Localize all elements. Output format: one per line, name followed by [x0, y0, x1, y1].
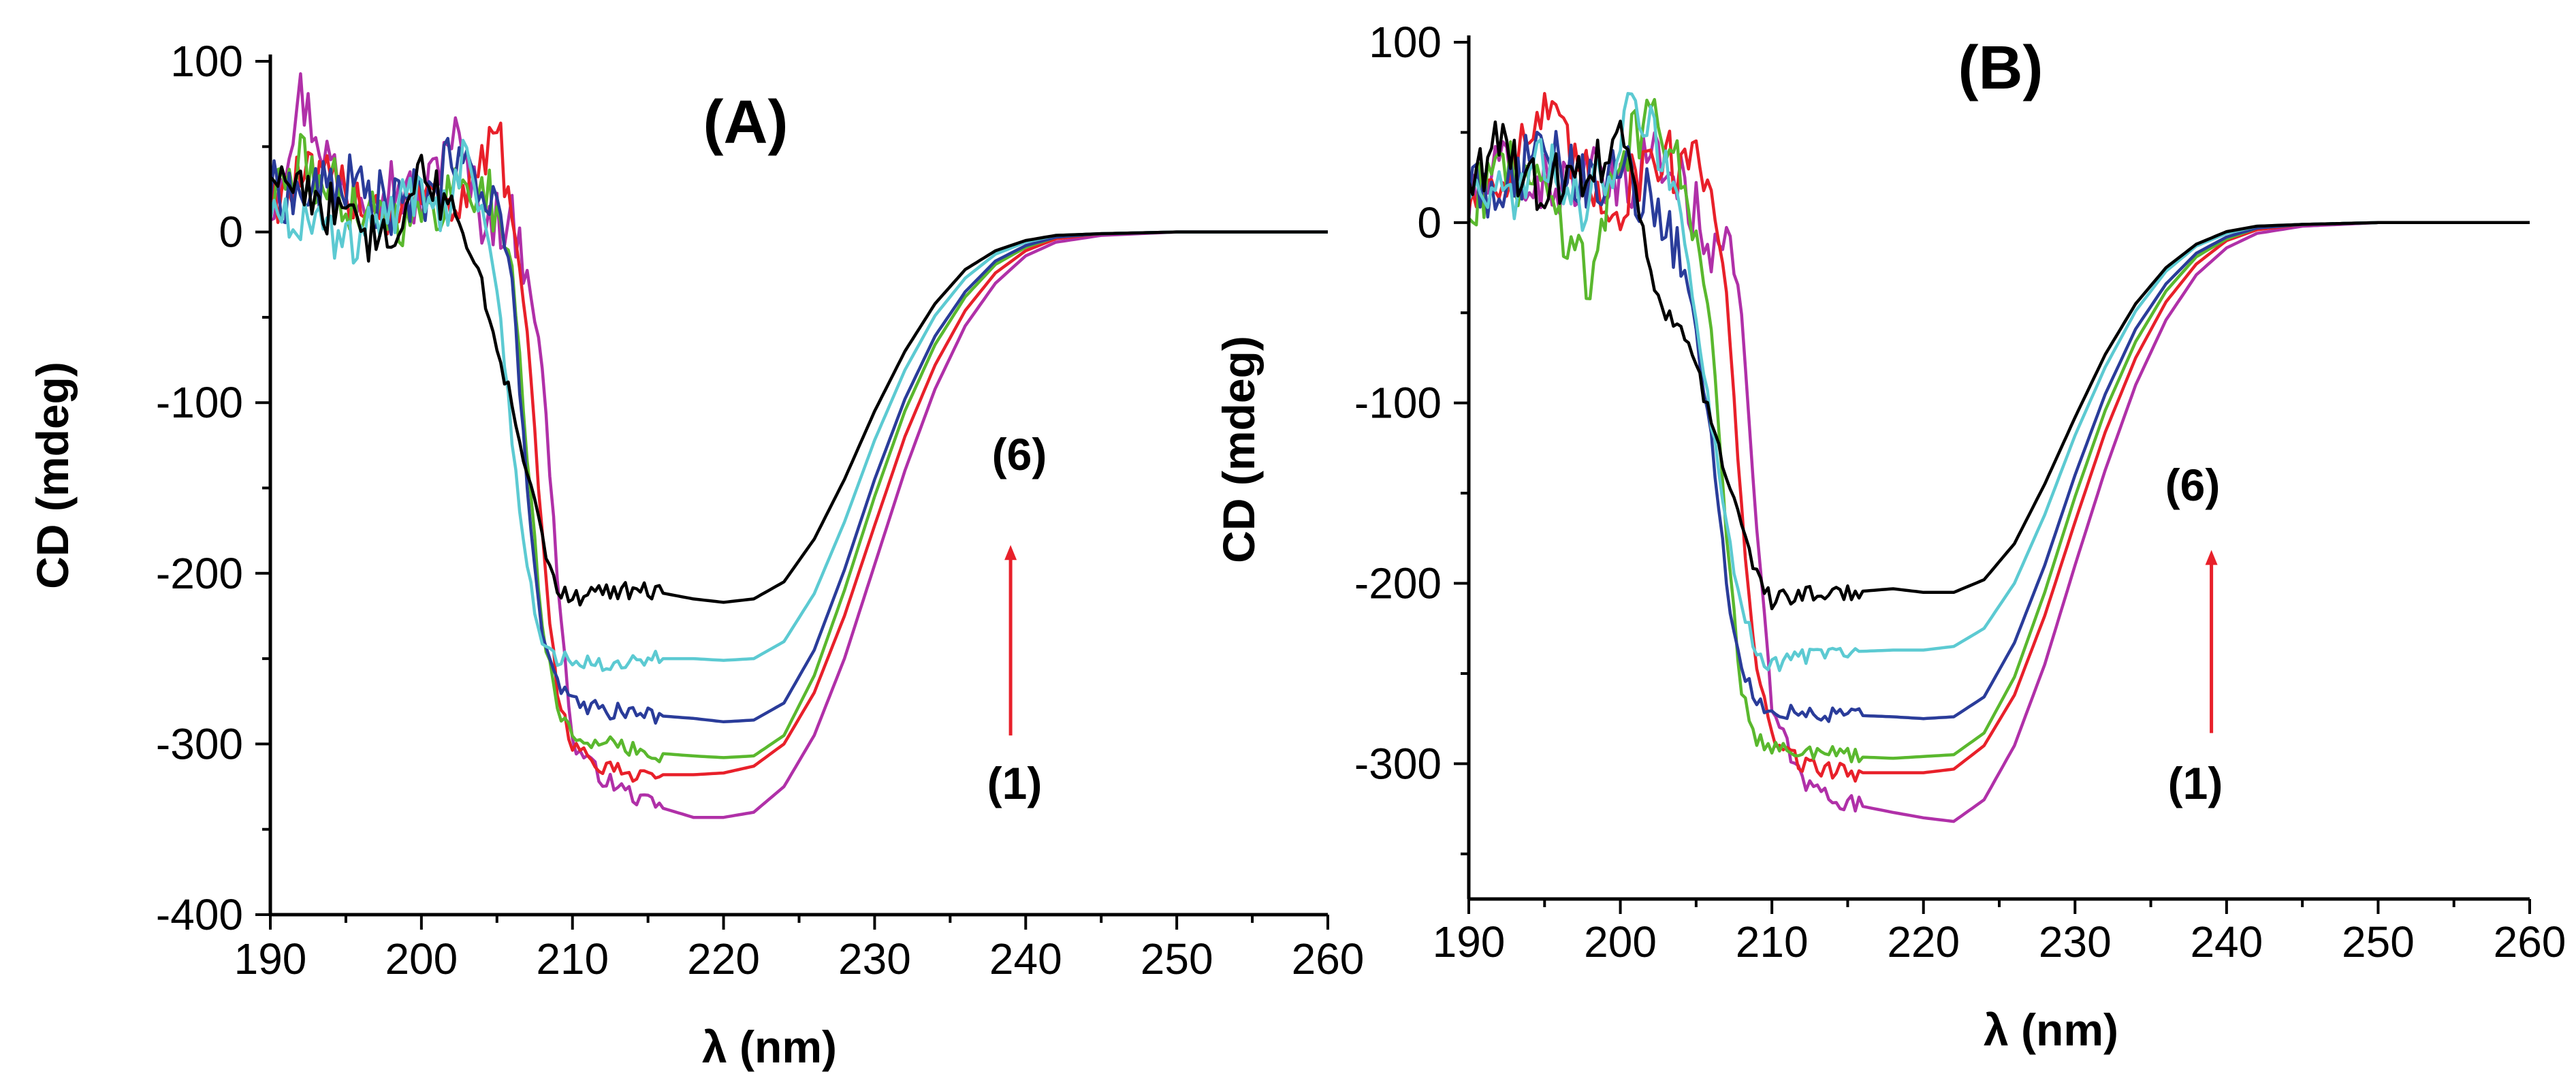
panel-a-x-tick-label: 210 — [536, 934, 609, 983]
panel-a-y-tick-label: -100 — [156, 378, 243, 427]
panel-a-arrow-head — [1004, 545, 1017, 561]
panel-b-label: (B) — [1958, 34, 2044, 102]
panel-b-x-tick-label: 240 — [2190, 917, 2263, 966]
panel-b-x-tick-label: 220 — [1887, 917, 1960, 966]
panel-a-series-6 — [269, 153, 1328, 607]
panel-a-x-tick-label: 190 — [234, 934, 307, 983]
panel-a-y-tick-label: 100 — [170, 37, 243, 86]
panel-a-x-tick-label: 240 — [989, 934, 1062, 983]
panel-b-y-tick-label: -200 — [1354, 559, 1442, 608]
panel-b-x-tick-label: 230 — [2039, 917, 2112, 966]
panel-b-y-axis-title: CD (mdeg) — [1213, 336, 1264, 563]
panel-b-x-tick-label: 210 — [1736, 917, 1809, 966]
panel-a-annotation-top: (6) — [992, 429, 1047, 479]
panel-b-x-axis-title: λ (nm) — [1984, 1005, 2118, 1055]
panel-a-x-tick-label: 220 — [687, 934, 760, 983]
panel-a-axes: 190 200 210 220 230 240 250 260 100 0 -100 -200 -300… — [156, 37, 1364, 983]
panel-a-x-axis-title: λ (nm) — [702, 1022, 837, 1072]
panel-b-axes: 190 200 210 220 230 240 250 260 100 0 -100 -200 -300 — [1354, 18, 2566, 966]
panel-a-y-tick-label: -300 — [156, 719, 243, 768]
panel-a-x-tick-label: 250 — [1141, 934, 1213, 983]
panel-a-label: (A) — [703, 89, 789, 157]
panel-a-x-tick-label: 200 — [385, 934, 458, 983]
panel-b-y-tick-label: 100 — [1369, 18, 1442, 67]
panel-a-y-tick-label: -200 — [156, 549, 243, 598]
panel-b-x-tick-label: 260 — [2494, 917, 2566, 966]
panel-a-y-axis-title: CD (mdeg) — [27, 362, 78, 589]
panel-b-x-tick-label: 190 — [1433, 917, 1506, 966]
panel-b-x-tick-label: 200 — [1584, 917, 1657, 966]
panel-b-x-tick-label: 250 — [2342, 917, 2415, 966]
panel-b-arrow-head — [2205, 550, 2218, 565]
panel-b-y-tick-label: -100 — [1354, 379, 1442, 428]
panel-b: 190 200 210 220 230 240 250 260 100 0 -100 -200 -300… — [1213, 18, 2566, 1055]
panel-a-y-tick-label: -400 — [156, 890, 243, 939]
panel-a-x-tick-label: 230 — [838, 934, 911, 983]
panel-b-arrow — [2205, 550, 2218, 733]
panel-a-series-layer — [268, 72, 1328, 819]
panel-b-y-tick-label: 0 — [1417, 198, 1442, 247]
panel-a-y-tick-label: 0 — [219, 208, 243, 257]
panel-a-arrow — [1004, 545, 1017, 736]
panel-b-series-layer — [1467, 92, 2530, 823]
panel-a: 190 200 210 220 230 240 250 260 100 0 -100 -200 -300… — [27, 37, 1364, 1072]
panel-b-annotation-bottom: (1) — [2168, 758, 2223, 808]
panel-b-series-6 — [1467, 119, 2530, 611]
panel-a-annotation-bottom: (1) — [987, 758, 1043, 808]
panel-b-annotation-top: (6) — [2165, 460, 2221, 510]
panel-a-x-tick-label: 260 — [1292, 934, 1365, 983]
panel-b-y-tick-label: -300 — [1354, 739, 1442, 788]
